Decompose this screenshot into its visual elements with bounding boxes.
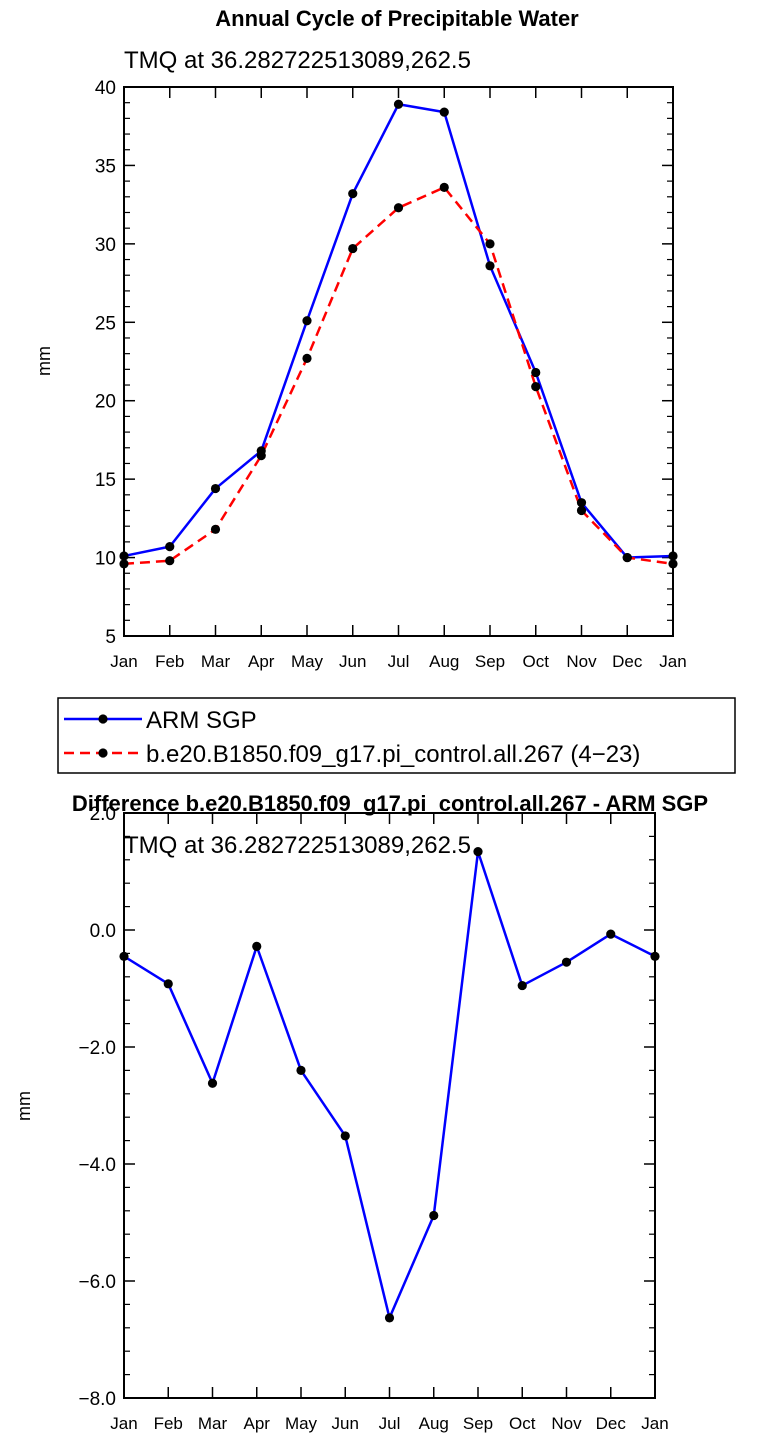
data-point-0-1 [393, 203, 404, 213]
chart1-subtitle: TMQ at 36.282722513089,262.5 [124, 47, 471, 74]
chart1-title: Annual Cycle of Precipitable Water [215, 6, 579, 31]
x-tick-label: Dec [612, 652, 643, 671]
y-tick-label: 35 [95, 156, 116, 177]
y-tick-label: 20 [95, 392, 116, 413]
data-point-0-0 [668, 551, 678, 561]
y-tick-label: 5 [105, 627, 116, 648]
x-tick-label: Nov [551, 1414, 582, 1433]
x-tick-label: Sep [463, 1414, 493, 1433]
data-point-0-1 [485, 239, 495, 249]
data-point-1-0 [473, 847, 483, 857]
chart1-ylabel: mm [34, 346, 54, 376]
x-tick-label: Aug [419, 1414, 449, 1433]
data-point-1-0 [517, 980, 527, 991]
data-point-0-1 [210, 524, 221, 534]
y-tick-label: −6.0 [78, 1272, 116, 1293]
x-tick-label: Sep [475, 652, 505, 671]
y-tick-label: −2.0 [78, 1038, 116, 1059]
data-point-0-0 [485, 261, 495, 271]
data-point-0-1 [622, 552, 632, 563]
series-line-1-0 [123, 850, 656, 1320]
data-point-1-0 [207, 1078, 218, 1088]
chart2-subtitle: TMQ at 36.282722513089,262.5 [124, 832, 471, 859]
data-point-1-0 [384, 1313, 395, 1323]
x-tick-label: Jan [110, 652, 137, 671]
data-point-0-1 [348, 243, 358, 254]
x-tick-label: Feb [155, 652, 184, 671]
data-point-1-0 [561, 957, 572, 967]
x-tick-label: Mar [198, 1414, 228, 1433]
chart2-ylabel: mm [14, 1091, 34, 1121]
y-tick-label: 15 [95, 470, 116, 491]
data-point-0-0 [165, 541, 175, 552]
data-point-1-0 [606, 929, 616, 939]
data-point-0-0 [439, 107, 449, 117]
x-tick-label: Oct [523, 652, 550, 671]
data-point-1-0 [252, 941, 262, 951]
plot-frame [123, 86, 674, 637]
chart1-legend: ARM SGP b.e20.B1850.f09_g17.pi_control.a… [57, 697, 736, 774]
data-point-0-1 [119, 559, 129, 569]
data-point-0-0 [210, 483, 221, 494]
legend-box [57, 697, 736, 774]
x-tick-label: Jan [659, 652, 686, 671]
chart2-plot: −8.0 −6.0 −4.0 −2.0 0.0 2.0 Jan Feb Mar Apr May Jun… [78, 804, 668, 1433]
chart2-title: Difference b.e20.B1850.f09_g17.pi_contro… [72, 791, 708, 816]
x-tick-label: May [285, 1414, 318, 1433]
x-tick-label: May [291, 652, 324, 671]
x-tick-label: Dec [596, 1414, 627, 1433]
x-tick-label: Nov [566, 652, 597, 671]
series-line-0-1 [123, 186, 674, 566]
data-point-1-0 [163, 979, 173, 989]
y-tick-label: 10 [95, 549, 116, 570]
data-point-0-0 [302, 316, 312, 326]
x-tick-label: Apr [244, 1414, 271, 1433]
x-tick-label: Jul [388, 652, 410, 671]
chart1-plot: 5 10 15 20 25 30 35 40 Jan Feb Mar Apr May Jun Jul Aug S… [95, 78, 687, 671]
legend-label-model: b.e20.B1850.f09_g17.pi_control.all.267 (… [146, 741, 640, 768]
y-tick-label: 0.0 [90, 921, 116, 942]
x-tick-label: Oct [509, 1414, 536, 1433]
data-point-0-1 [668, 559, 678, 569]
data-point-1-0 [296, 1065, 306, 1075]
y-tick-label: 25 [95, 313, 116, 334]
x-tick-label: Jun [332, 1414, 359, 1433]
x-tick-label: Jun [339, 652, 366, 671]
x-tick-label: Aug [429, 652, 459, 671]
x-tick-label: Mar [201, 652, 231, 671]
data-point-1-0 [340, 1131, 350, 1141]
data-point-1-0 [650, 951, 660, 961]
series-line-0-0 [123, 103, 674, 559]
data-point-0-1 [302, 353, 312, 363]
x-tick-label: Feb [154, 1414, 183, 1433]
y-tick-label: 40 [95, 78, 116, 99]
data-point-0-1 [576, 505, 587, 516]
legend-marker-arm [98, 714, 108, 724]
x-tick-label: Jul [379, 1414, 401, 1433]
data-point-0-0 [119, 551, 129, 561]
y-tick-label: −4.0 [78, 1155, 116, 1176]
x-tick-label: Apr [248, 652, 275, 671]
x-tick-label: Jan [110, 1414, 137, 1433]
y-tick-label: 2.0 [90, 804, 116, 825]
data-point-0-1 [531, 381, 541, 392]
data-point-1-0 [119, 951, 129, 961]
data-point-0-0 [348, 189, 358, 199]
data-point-0-0 [393, 99, 404, 109]
legend-marker-model [98, 748, 108, 758]
y-tick-label: −8.0 [78, 1389, 116, 1410]
data-point-0-1 [256, 451, 266, 461]
data-point-0-0 [576, 498, 587, 508]
data-point-0-0 [531, 367, 541, 378]
data-point-0-1 [165, 556, 175, 566]
x-tick-label: Jan [641, 1414, 668, 1433]
y-tick-label: 30 [95, 235, 116, 256]
data-point-0-1 [439, 182, 449, 192]
data-point-1-0 [429, 1210, 439, 1221]
legend-label-arm: ARM SGP [146, 707, 257, 734]
plot-frame [123, 812, 656, 1399]
